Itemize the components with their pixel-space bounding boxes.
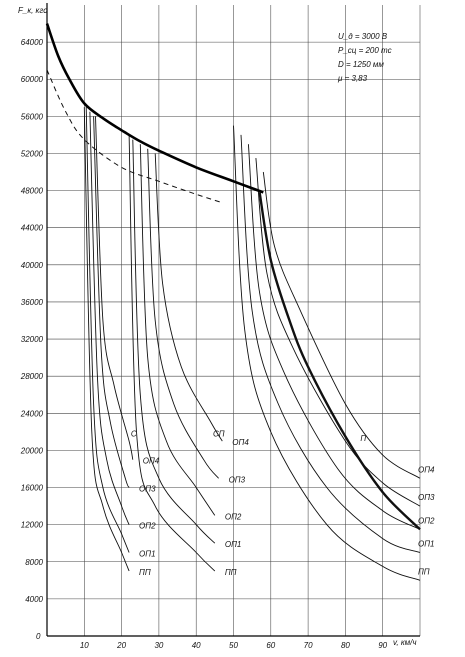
y-tick-label: 32000 — [21, 335, 44, 344]
curve-П-ОП2 — [247, 144, 421, 530]
curve-label: ОП4 — [143, 457, 160, 466]
x-tick-label: 60 — [266, 641, 275, 650]
curve-П-П_bold — [258, 192, 421, 531]
x-axis-label: v, км/ч — [393, 638, 416, 647]
param-voltage: U_д = 3000 В — [338, 32, 388, 41]
origin-label: 0 — [36, 632, 41, 641]
x-tick-label: 40 — [192, 641, 201, 650]
x-tick-label: 80 — [341, 641, 350, 650]
y-tick-label: 12000 — [21, 521, 44, 530]
dashed-limit-curve — [46, 69, 223, 204]
curve-П-ПП — [233, 125, 421, 581]
curve-СП-ПП — [128, 134, 216, 572]
chart-curves — [45, 23, 421, 581]
x-tick-label: 90 — [378, 641, 387, 650]
curve-С-ОП2 — [89, 111, 130, 525]
param-adhesion-weight: P_сц = 200 тс — [338, 46, 392, 55]
y-tick-label: 64000 — [21, 38, 44, 47]
connection-label: С — [131, 429, 137, 438]
curve-СП-ОП2 — [139, 144, 216, 516]
curve-label: ОП1 — [225, 540, 241, 549]
param-wheel-diameter: D = 1250 мм — [338, 60, 384, 69]
y-tick-label: 24000 — [20, 409, 44, 418]
curve-label: ОП4 — [418, 465, 435, 474]
param-gear-ratio: μ = 3,83 — [337, 74, 368, 83]
connection-label: СП — [213, 429, 225, 438]
x-tick-label: 50 — [229, 641, 238, 650]
curve-С-ОП1 — [85, 107, 130, 553]
chart-axes — [46, 3, 420, 637]
curve-label: ПП — [225, 568, 237, 577]
curve-label: ОП3 — [418, 493, 435, 502]
curve-СП-ОП4 — [154, 153, 223, 442]
curve-label: ОП1 — [139, 549, 155, 558]
x-tick-label: 20 — [116, 641, 126, 650]
x-tick-label: 70 — [304, 641, 313, 650]
y-tick-label: 44000 — [21, 224, 44, 233]
curve-label: ОП4 — [232, 438, 249, 447]
connection-label: П — [360, 434, 366, 443]
y-tick-label: 60000 — [21, 75, 44, 84]
curve-П-ОП1 — [240, 134, 421, 553]
y-tick-label: 20000 — [20, 446, 44, 455]
y-tick-label: 4000 — [25, 595, 43, 604]
y-tick-label: 52000 — [21, 149, 44, 158]
curve-С-ОП4 — [95, 116, 134, 460]
curve-label: ОП3 — [229, 475, 246, 484]
curve-С-ПП — [83, 107, 130, 572]
y-tick-label: 36000 — [21, 298, 44, 307]
curve-label: ОП1 — [418, 539, 434, 548]
chart-labels: 10 20 30 40 50 60 70 80 90 4000 8000 12000 16000 2000… — [20, 38, 435, 650]
y-tick-label: 40000 — [21, 261, 44, 270]
y-axis-label: F_к, кгс — [18, 6, 47, 15]
y-tick-label: 48000 — [21, 187, 44, 196]
adhesion-limit-curve — [45, 23, 264, 194]
curve-label: ОП2 — [139, 522, 156, 531]
curve-СП-ОП3 — [147, 148, 219, 479]
chart-grid — [47, 5, 421, 636]
curve-П-ОП4 — [262, 171, 421, 479]
curve-С-ОП3 — [93, 116, 130, 488]
curve-label: ОП2 — [418, 516, 435, 525]
curve-П-ОП3 — [255, 158, 421, 507]
curve-label: ПП — [139, 568, 151, 577]
y-tick-label: 28000 — [20, 372, 44, 381]
parameters-box: U_д = 3000 В P_сц = 200 тс D = 1250 мм μ… — [337, 32, 392, 83]
curve-СП-ОП1 — [132, 139, 216, 544]
y-tick-label: 16000 — [21, 484, 44, 493]
x-tick-label: 10 — [80, 641, 89, 650]
x-tick-label: 30 — [154, 641, 163, 650]
curve-label: ПП — [418, 567, 430, 576]
y-tick-label: 56000 — [21, 112, 44, 121]
curve-label: ОП2 — [225, 512, 242, 521]
curve-label: ОП3 — [139, 485, 156, 494]
y-tick-label: 8000 — [25, 558, 43, 567]
